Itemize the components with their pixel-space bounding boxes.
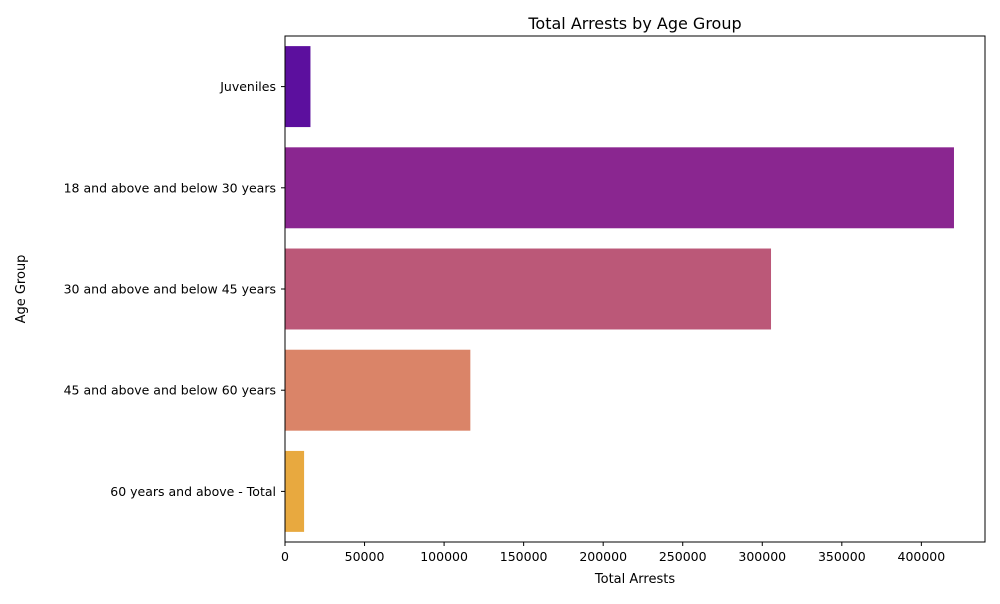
y-tick-label: 60 years and above - Total [110,484,276,499]
chart-title: Total Arrests by Age Group [527,14,741,33]
y-tick-label: 30 and above and below 45 years [64,282,276,297]
x-tick-label: 0 [281,549,289,564]
y-axis-label: Age Group [14,255,29,324]
y-axis-ticks: Juveniles 18 and above and below 30 years… [64,79,285,499]
bar-1 [285,147,954,229]
y-tick-label: Juveniles [219,79,276,94]
x-tick-label: 50000 [345,549,385,564]
x-tick-label: 200000 [579,549,627,564]
bars-group [285,46,954,532]
y-tick-label: 45 and above and below 60 years [64,383,276,398]
x-tick-label: 250000 [659,549,707,564]
x-tick-label: 150000 [500,549,548,564]
x-axis-ticks: 0 50000 100000 150000 200000 250000 300000 3500… [281,542,945,564]
x-tick-label: 400000 [898,549,946,564]
x-tick-label: 100000 [420,549,468,564]
bar-2 [285,248,772,330]
plot-frame [284,35,986,543]
bar-0 [285,46,311,128]
bar-4 [285,450,305,532]
y-tick-label: 18 and above and below 30 years [64,180,276,195]
x-tick-label: 350000 [818,549,866,564]
x-tick-label: 300000 [738,549,786,564]
bar-3 [285,349,471,431]
x-axis-label: Total Arrests [594,572,675,587]
